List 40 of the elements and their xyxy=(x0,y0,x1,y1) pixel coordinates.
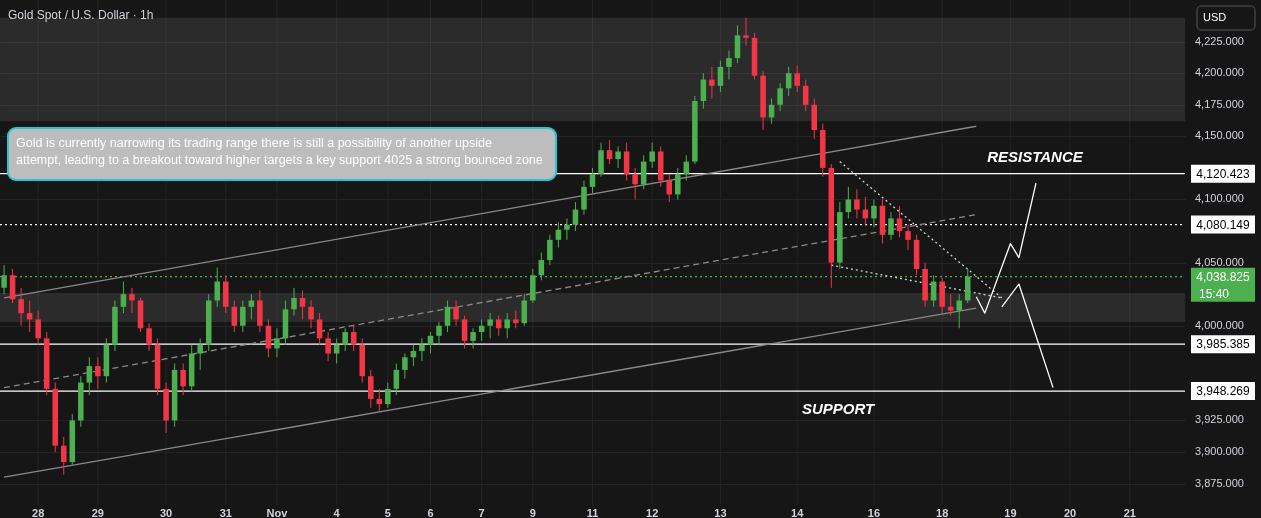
ref-line-label: 4,038.825 xyxy=(1196,269,1251,284)
y-tick-label: 4,150.000 xyxy=(1195,129,1244,142)
x-tick-label: 21 xyxy=(1123,506,1136,518)
y-tick-label: 4,225.000 xyxy=(1195,34,1244,47)
x-tick-label: 13 xyxy=(714,506,727,518)
y-tick-label: 4,175.000 xyxy=(1195,97,1244,110)
y-tick-label: 4,050.000 xyxy=(1195,255,1244,268)
text: Gold Spot / U.S. Dollar · 1h xyxy=(8,8,154,22)
x-tick-label: 14 xyxy=(791,506,805,518)
y-tick-label: 3,875.000 xyxy=(1195,476,1244,489)
x-tick-label: 4 xyxy=(333,506,341,518)
ref-line-label: 3,948.269 xyxy=(1196,384,1251,399)
annotation: Gold is currently narrowing its trading range there is still a possibility of another upside attempt, leading to a breakout toward higher targets a key support 4025 a strong bounced zone xyxy=(16,136,543,167)
y-tick-label: 3,925.000 xyxy=(1195,413,1244,426)
x-tick-label: 19 xyxy=(1004,506,1017,518)
x-tick-label: Nov xyxy=(266,506,289,518)
text: USD xyxy=(1203,11,1227,23)
text: 15:40 xyxy=(1199,286,1230,301)
x-tick-label: 18 xyxy=(936,506,949,518)
x-tick-label: 12 xyxy=(646,506,659,518)
x-tick-label: 6 xyxy=(427,506,434,518)
annotation: SUPPORT xyxy=(801,400,876,417)
ref-line-label: 4,080.149 xyxy=(1196,217,1251,232)
x-tick-label: 28 xyxy=(32,506,45,518)
x-tick-label: 29 xyxy=(91,506,104,518)
y-tick-label: 4,000.000 xyxy=(1195,318,1244,331)
ref-line-label: 4,120.423 xyxy=(1196,166,1251,181)
x-tick-label: 9 xyxy=(529,506,536,518)
y-tick-label: 3,900.000 xyxy=(1195,444,1244,457)
x-tick-label: 20 xyxy=(1063,506,1077,518)
y-tick-label: 4,100.000 xyxy=(1195,192,1244,205)
x-tick-label: 16 xyxy=(867,506,881,518)
y-tick-label: 4,200.000 xyxy=(1195,66,1244,79)
x-tick-label: 30 xyxy=(159,506,173,518)
x-tick-label: 31 xyxy=(219,506,232,518)
x-tick-label: 11 xyxy=(586,506,599,518)
ref-line-label: 3,985.385 xyxy=(1196,337,1251,352)
x-tick-label: 7 xyxy=(478,506,485,518)
annotation: RESISTANCE xyxy=(987,148,1084,165)
x-tick-label: 5 xyxy=(384,506,391,518)
